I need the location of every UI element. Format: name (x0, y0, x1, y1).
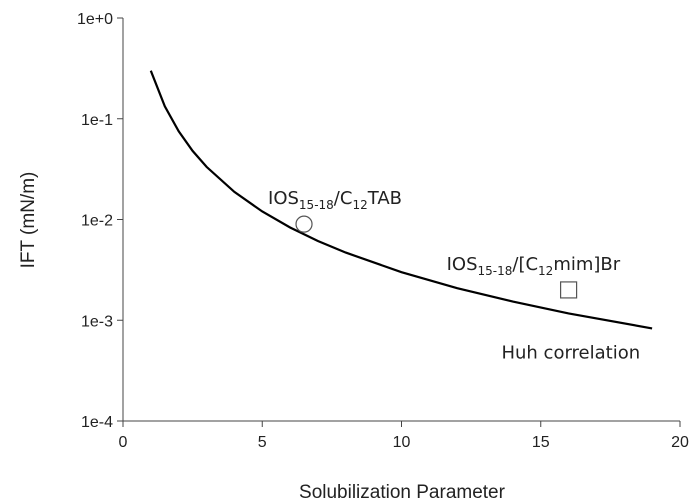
series-label: Huh correlation (501, 342, 640, 363)
x-axis-title: Solubilization Parameter (299, 482, 506, 503)
y-axis-title: IFT (mN/m) (18, 172, 39, 269)
label-text: mim]Br (553, 254, 620, 275)
label-text: IOS (447, 254, 478, 275)
x-tick-label: 20 (671, 434, 689, 451)
y-tick-label: 1e-4 (81, 414, 113, 431)
y-tick-label: 1e+0 (77, 11, 113, 28)
point (295, 215, 313, 233)
y-tick-label: 1e-3 (81, 313, 113, 330)
line-series (149, 70, 653, 330)
point (559, 281, 578, 299)
x-tick-label: 0 (119, 434, 128, 451)
x-tick-label: 15 (532, 434, 550, 451)
label-subscript: 15-18 (478, 264, 513, 278)
label-text: /[C (512, 254, 538, 275)
point-label: IOS15-18/[C12mim]Br (447, 254, 621, 278)
label-subscript: 15-18 (299, 198, 334, 212)
y-tick-label: 1e-1 (81, 112, 113, 129)
label-subscript: 12 (352, 198, 367, 212)
point-label: IOS15-18/C12TAB (268, 188, 402, 212)
label-text: TAB (367, 188, 402, 209)
label-text: /C (334, 188, 353, 209)
label-subscript: 12 (538, 264, 553, 278)
y-tick-label: 1e-2 (81, 213, 113, 230)
label-text: IOS (268, 188, 299, 209)
x-tick-label: 5 (258, 434, 267, 451)
x-tick-label: 10 (393, 434, 411, 451)
